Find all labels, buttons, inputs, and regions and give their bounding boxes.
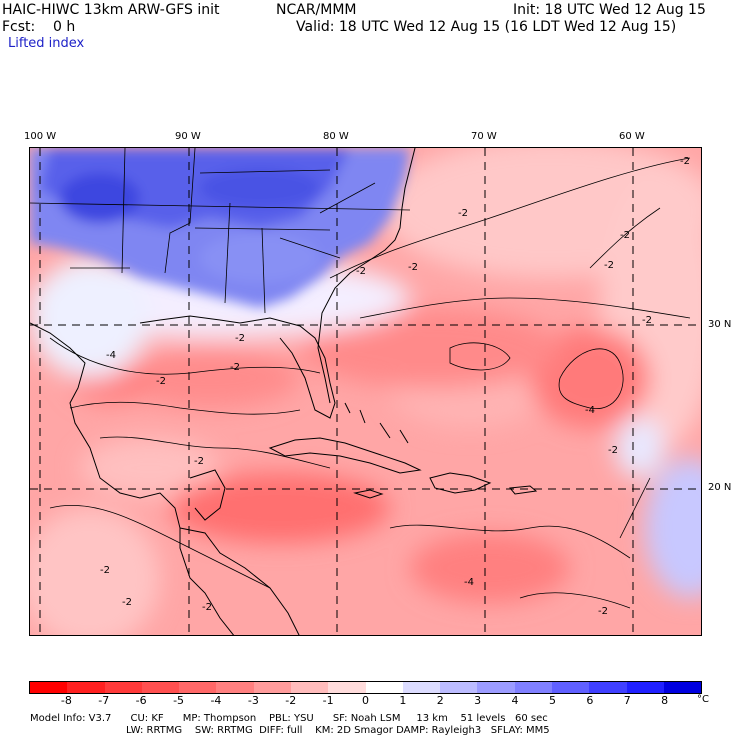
valid-time: Valid: 18 UTC Wed 12 Aug 15 (16 LDT Wed … <box>296 19 677 35</box>
contour-label: -2 <box>356 266 366 277</box>
colorbar-tick-label: 8 <box>661 694 669 707</box>
init-time: Init: 18 UTC Wed 12 Aug 15 <box>513 2 706 18</box>
colorbar <box>29 681 702 694</box>
contour-label: -2 <box>680 156 690 167</box>
state-borders <box>30 148 411 314</box>
colorbar-swatch <box>179 682 217 693</box>
colorbar-swatch <box>67 682 105 693</box>
contour-label: -2 <box>608 445 618 456</box>
contour-label: -2 <box>458 208 468 219</box>
colorbar-unit: °C <box>697 694 709 705</box>
contour-label: -2 <box>620 230 630 241</box>
contour-label: -2 <box>230 362 240 373</box>
contour-label: -4 <box>585 405 595 416</box>
colorbar-tick-label: 3 <box>474 694 482 707</box>
contour-label: -2 <box>598 606 608 617</box>
colorbar-tick-label: 2 <box>436 694 444 707</box>
colorbar-swatch <box>30 682 68 693</box>
colorbar-tick-label: 0 <box>362 694 369 707</box>
forecast-hour: Fcst: 0 h <box>2 19 76 35</box>
lat-label-20n: 20 N <box>708 482 732 493</box>
colorbar-swatch <box>216 682 254 693</box>
colorbar-swatch <box>626 682 664 693</box>
lat-label-30n: 30 N <box>708 319 732 330</box>
field-name: Lifted index <box>8 36 85 51</box>
colorbar-tick-label: -3 <box>247 694 259 707</box>
colorbar-tick-label: 1 <box>399 694 407 707</box>
lon-label-70w: 70 W <box>471 131 497 142</box>
contour-label: -2 <box>194 456 204 467</box>
colorbar-tick-label: 7 <box>623 694 631 707</box>
colorbar-swatch <box>514 682 552 693</box>
colorbar-swatch <box>589 682 627 693</box>
field-shading <box>30 148 701 635</box>
organization-label: NCAR/MMM <box>276 2 357 18</box>
lat-lon-grid <box>30 148 701 635</box>
colorbar-swatch <box>402 682 441 693</box>
product-title: HAIC-HIWC 13km ARW-GFS init <box>2 2 220 18</box>
colorbar-swatch <box>290 682 329 693</box>
colorbar-tick-label: 6 <box>586 694 594 707</box>
colorbar-tick-label: -8 <box>60 694 72 707</box>
colorbar-swatch <box>141 682 180 693</box>
lon-label-100w: 100 W <box>24 131 57 142</box>
contour-label: -2 <box>642 315 652 326</box>
colorbar-swatch <box>663 682 702 693</box>
lon-label-60w: 60 W <box>619 131 645 142</box>
colorbar-tick-label: -1 <box>322 694 334 707</box>
colorbar-tick-label: -4 <box>210 694 222 707</box>
contour-label: -4 <box>106 350 116 361</box>
lifted-index-map: -2 -2 -2 -2 -2 -2 -2 -2 -4 -2 -2 -4 -2 -… <box>29 147 702 636</box>
lon-label-90w: 90 W <box>175 131 201 142</box>
colorbar-tick-label: -5 <box>173 694 185 707</box>
contour-value-labels: -2 -2 -2 -2 -2 -2 -2 -2 -4 -2 -2 -4 -2 -… <box>100 156 690 617</box>
colorbar-tick-label: -6 <box>135 694 147 707</box>
colorbar-swatch <box>328 682 366 693</box>
map-graphic: -2 -2 -2 -2 -2 -2 -2 -2 -4 -2 -2 -4 -2 -… <box>30 148 701 635</box>
colorbar-swatch <box>253 682 291 693</box>
colorbar-swatch <box>551 682 590 693</box>
colorbar-swatch <box>477 682 515 693</box>
contour-label: -2 <box>122 597 132 608</box>
colorbar-tick-label: -2 <box>285 694 297 707</box>
model-info-line1: Model Info: V3.7 CU: KF MP: Thompson PBL… <box>30 713 548 724</box>
lon-label-80w: 80 W <box>323 131 349 142</box>
colorbar-tick-label: 4 <box>511 694 519 707</box>
contour-lines <box>49 157 691 609</box>
contour-label: -2 <box>100 565 110 576</box>
contour-label: -2 <box>604 260 614 271</box>
colorbar-swatch <box>365 682 403 693</box>
model-info-line2: LW: RRTMG SW: RRTMG DIFF: full KM: 2D Sm… <box>126 725 550 736</box>
contour-label: -2 <box>156 376 166 387</box>
colorbar-tick-label: 5 <box>548 694 556 707</box>
colorbar-tick-label: -7 <box>98 694 110 707</box>
colorbar-swatch <box>104 682 142 693</box>
contour-label: -2 <box>235 333 245 344</box>
contour-label: -2 <box>202 602 212 613</box>
colorbar-swatch <box>440 682 478 693</box>
coastlines <box>30 148 538 635</box>
contour-label: -2 <box>408 262 418 273</box>
contour-label: -4 <box>464 577 474 588</box>
